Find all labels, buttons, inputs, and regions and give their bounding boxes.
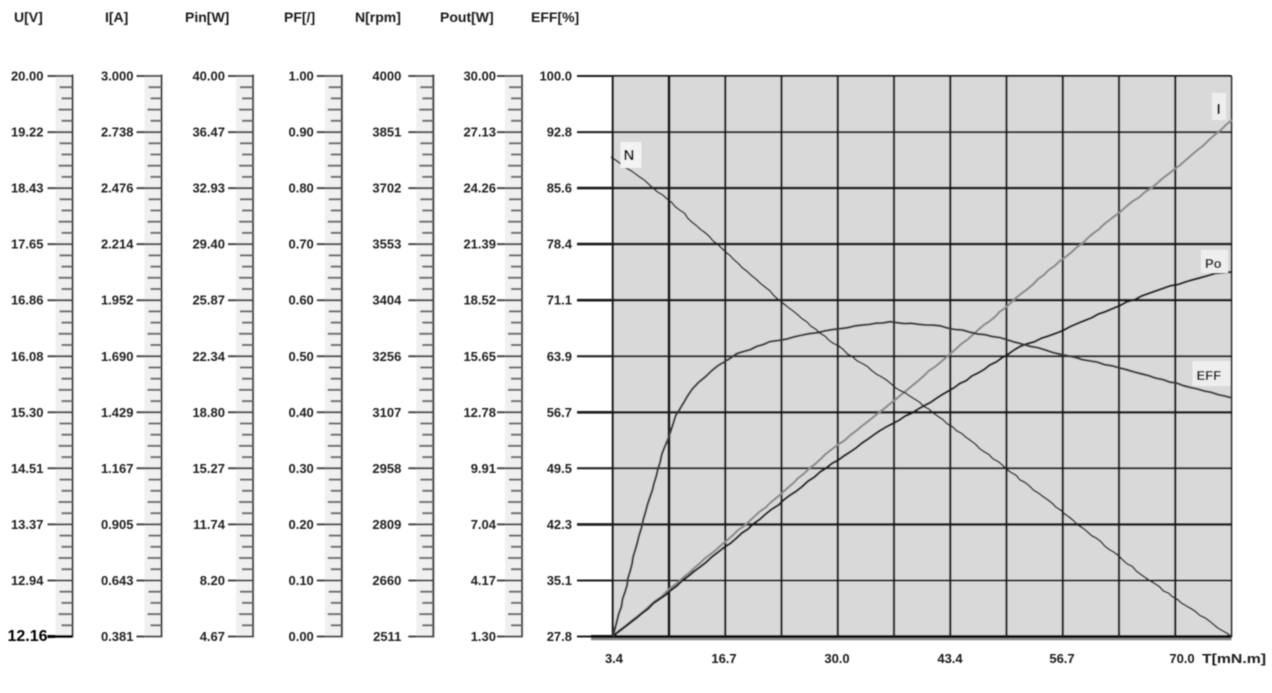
svg-text:30.0: 30.0 bbox=[824, 651, 849, 666]
svg-text:11.74: 11.74 bbox=[193, 517, 226, 532]
svg-text:24.26: 24.26 bbox=[463, 181, 496, 196]
svg-text:0.30: 0.30 bbox=[288, 461, 313, 476]
svg-text:2.738: 2.738 bbox=[101, 125, 134, 140]
svg-text:7.04: 7.04 bbox=[471, 517, 497, 532]
svg-text:22.34: 22.34 bbox=[192, 349, 225, 364]
svg-text:0.643: 0.643 bbox=[101, 573, 134, 588]
svg-text:0.381: 0.381 bbox=[101, 629, 134, 644]
svg-text:20.00: 20.00 bbox=[11, 69, 44, 84]
svg-text:19.22: 19.22 bbox=[11, 125, 44, 140]
svg-text:13.37: 13.37 bbox=[11, 517, 44, 532]
svg-text:Pin[W]: Pin[W] bbox=[185, 9, 229, 25]
svg-text:N[rpm]: N[rpm] bbox=[355, 9, 401, 25]
svg-text:70.0: 70.0 bbox=[1169, 651, 1194, 666]
svg-text:17.65: 17.65 bbox=[11, 237, 44, 252]
svg-text:2.214: 2.214 bbox=[101, 237, 134, 252]
svg-text:14.51: 14.51 bbox=[11, 461, 44, 476]
svg-text:EFF[%]: EFF[%] bbox=[531, 9, 579, 25]
svg-text:1.167: 1.167 bbox=[101, 461, 134, 476]
svg-text:30.00: 30.00 bbox=[463, 69, 496, 84]
svg-text:2511: 2511 bbox=[373, 629, 401, 644]
svg-text:4000: 4000 bbox=[372, 69, 401, 84]
svg-text:35.1: 35.1 bbox=[547, 573, 572, 588]
svg-text:49.5: 49.5 bbox=[547, 461, 572, 476]
svg-text:Pout[W]: Pout[W] bbox=[440, 9, 494, 25]
svg-text:3107: 3107 bbox=[372, 405, 401, 420]
svg-text:3404: 3404 bbox=[372, 293, 402, 308]
svg-text:4.17: 4.17 bbox=[471, 573, 496, 588]
svg-text:0.00: 0.00 bbox=[288, 629, 313, 644]
svg-text:15.65: 15.65 bbox=[463, 349, 496, 364]
svg-text:0.80: 0.80 bbox=[288, 181, 313, 196]
svg-text:29.40: 29.40 bbox=[192, 237, 225, 252]
svg-text:Po: Po bbox=[1205, 256, 1222, 271]
svg-text:12.78: 12.78 bbox=[463, 405, 496, 420]
svg-text:12.16: 12.16 bbox=[7, 628, 47, 645]
svg-text:4.67: 4.67 bbox=[200, 629, 225, 644]
svg-text:3702: 3702 bbox=[372, 181, 401, 196]
svg-text:18.80: 18.80 bbox=[192, 405, 225, 420]
svg-text:0.40: 0.40 bbox=[288, 405, 313, 420]
svg-text:56.7: 56.7 bbox=[1049, 651, 1074, 666]
svg-text:40.00: 40.00 bbox=[192, 69, 225, 84]
svg-text:9.91: 9.91 bbox=[471, 461, 496, 476]
svg-text:16.7: 16.7 bbox=[711, 651, 736, 666]
svg-text:16.08: 16.08 bbox=[11, 349, 44, 364]
svg-text:63.9: 63.9 bbox=[547, 349, 572, 364]
svg-text:U[V]: U[V] bbox=[14, 9, 43, 25]
svg-text:12.94: 12.94 bbox=[11, 573, 44, 588]
svg-text:0.905: 0.905 bbox=[101, 517, 134, 532]
svg-text:27.13: 27.13 bbox=[463, 125, 496, 140]
svg-text:36.47: 36.47 bbox=[192, 125, 225, 140]
svg-text:EFF: EFF bbox=[1197, 368, 1222, 383]
svg-text:3553: 3553 bbox=[372, 237, 401, 252]
svg-text:100.0: 100.0 bbox=[539, 69, 572, 84]
svg-text:25.87: 25.87 bbox=[192, 293, 225, 308]
svg-text:92.8: 92.8 bbox=[547, 125, 572, 140]
svg-text:78.4: 78.4 bbox=[547, 237, 573, 252]
svg-text:I: I bbox=[1217, 101, 1221, 118]
svg-text:1.952: 1.952 bbox=[101, 293, 134, 308]
svg-text:0.20: 0.20 bbox=[288, 517, 313, 532]
svg-text:15.30: 15.30 bbox=[11, 405, 44, 420]
svg-text:I[A]: I[A] bbox=[105, 9, 128, 25]
svg-text:1.429: 1.429 bbox=[101, 405, 134, 420]
svg-text:0.90: 0.90 bbox=[288, 125, 313, 140]
svg-text:0.50: 0.50 bbox=[288, 349, 313, 364]
svg-text:85.6: 85.6 bbox=[547, 181, 572, 196]
svg-text:1.00: 1.00 bbox=[288, 69, 313, 84]
svg-text:0.10: 0.10 bbox=[288, 573, 313, 588]
svg-text:2.476: 2.476 bbox=[101, 181, 134, 196]
svg-text:16.86: 16.86 bbox=[11, 293, 44, 308]
svg-text:71.1: 71.1 bbox=[547, 293, 572, 308]
svg-text:42.3: 42.3 bbox=[547, 517, 572, 532]
svg-text:0.70: 0.70 bbox=[288, 237, 313, 252]
svg-text:56.7: 56.7 bbox=[547, 405, 572, 420]
svg-text:32.93: 32.93 bbox=[192, 181, 225, 196]
svg-text:N: N bbox=[624, 147, 635, 164]
svg-text:3.4: 3.4 bbox=[605, 651, 624, 666]
svg-text:1.30: 1.30 bbox=[471, 629, 496, 644]
svg-text:18.52: 18.52 bbox=[463, 293, 496, 308]
svg-text:3256: 3256 bbox=[372, 349, 401, 364]
svg-text:2809: 2809 bbox=[372, 517, 401, 532]
svg-text:43.4: 43.4 bbox=[937, 651, 963, 666]
svg-text:21.39: 21.39 bbox=[463, 237, 496, 252]
svg-text:3.000: 3.000 bbox=[101, 69, 134, 84]
svg-text:27.8: 27.8 bbox=[547, 629, 572, 644]
svg-text:2958: 2958 bbox=[372, 461, 401, 476]
svg-text:3851: 3851 bbox=[372, 125, 401, 140]
svg-text:8.20: 8.20 bbox=[200, 573, 225, 588]
svg-text:PF[/]: PF[/] bbox=[284, 9, 315, 25]
svg-text:0.60: 0.60 bbox=[288, 293, 313, 308]
svg-text:15.27: 15.27 bbox=[192, 461, 225, 476]
svg-text:18.43: 18.43 bbox=[11, 181, 44, 196]
svg-text:T[mN.m]: T[mN.m] bbox=[1202, 651, 1266, 666]
svg-text:2660: 2660 bbox=[372, 573, 401, 588]
svg-text:1.690: 1.690 bbox=[101, 349, 134, 364]
